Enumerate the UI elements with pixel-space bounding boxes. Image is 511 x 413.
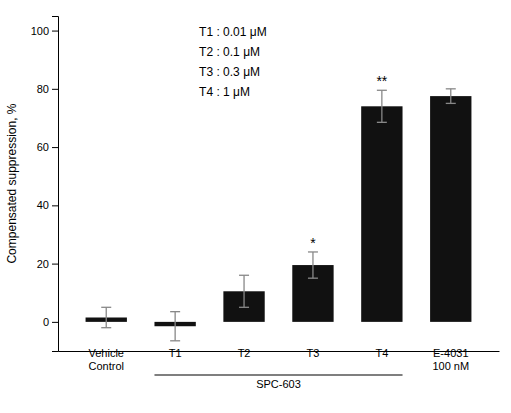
x-tick: T2 <box>238 347 251 359</box>
annotation-line: T1 : 0.01 μM <box>199 25 267 39</box>
y-tick-label: 20 <box>37 258 49 270</box>
error-bar-segment <box>239 275 249 276</box>
x-tick-label: E-4031100 nM <box>432 347 469 372</box>
y-tick: 60 <box>37 141 58 153</box>
significance-label: ** <box>376 73 387 89</box>
error-bar-segment <box>446 88 456 89</box>
y-tick-mark <box>52 89 58 90</box>
x-tick: T1 <box>169 347 182 359</box>
bar <box>430 96 471 322</box>
error-bar <box>101 307 111 327</box>
error-bar-segment <box>377 90 387 91</box>
x-tick-label: T3 <box>307 347 320 359</box>
error-bar <box>170 312 180 341</box>
x-tick: T4 <box>375 347 388 359</box>
x-tick-label: VehicleControl <box>88 347 123 372</box>
y-tick-label: 60 <box>37 141 49 153</box>
y-tick-mark <box>52 264 58 265</box>
error-bar <box>308 252 318 278</box>
x-tick-label: T1 <box>169 347 182 359</box>
group-label: SPC-603 <box>256 378 301 390</box>
y-tick-label: 40 <box>37 199 49 211</box>
y-tick-label: 80 <box>37 83 49 95</box>
y-axis-title: Compensated suppression, % <box>5 103 19 263</box>
x-tick: E-4031100 nM <box>432 347 469 372</box>
error-bar-segment <box>446 103 456 104</box>
error-bar-segment <box>377 122 387 123</box>
y-tick-mark <box>52 147 58 148</box>
error-bar <box>446 89 456 104</box>
error-bar-segment <box>101 307 111 308</box>
error-bar-segment <box>239 307 249 308</box>
x-axis: VehicleControl T1 T2 T3 T4 E-4031100 nM <box>59 347 500 372</box>
error-bar-segment <box>308 278 318 279</box>
bar <box>361 106 402 322</box>
y-tick-mark <box>52 205 58 206</box>
y-tick: 40 <box>37 199 58 211</box>
x-tick-label: T4 <box>375 347 388 359</box>
y-axis: 0 20 40 60 80 100 <box>31 17 59 352</box>
y-tick: 0 <box>43 316 58 328</box>
significance-label: * <box>310 235 316 251</box>
error-bar-segment <box>308 251 318 252</box>
error-bar-segment <box>174 312 175 341</box>
error-bar <box>239 275 249 307</box>
y-axis-line <box>52 17 59 352</box>
chart: 0 20 40 60 80 100 VehicleControl T1 T2 T3 T4 E-4031… <box>0 0 511 413</box>
y-tick-label: 0 <box>43 316 49 328</box>
x-tick: VehicleControl <box>88 347 123 372</box>
error-bar-segment <box>381 90 382 122</box>
error-bar-segment <box>106 307 107 327</box>
error-bar-segment <box>243 275 244 307</box>
plot-area <box>86 89 472 341</box>
y-tick: 100 <box>31 25 58 37</box>
error-bar-segment <box>170 340 180 341</box>
error-bar-segment <box>170 311 180 312</box>
y-tick-mark <box>52 31 58 32</box>
error-bar <box>377 90 387 122</box>
annotation-line: T4 : 1 μM <box>199 85 250 99</box>
annotation-line: T3 : 0.3 μM <box>199 65 260 79</box>
x-tick: T3 <box>307 347 320 359</box>
y-tick-label: 100 <box>31 25 49 37</box>
annotation-line: T2 : 0.1 μM <box>199 45 260 59</box>
error-bar-segment <box>101 327 111 328</box>
y-tick: 20 <box>37 258 58 270</box>
group-bracket <box>154 374 402 375</box>
x-tick-label: T2 <box>238 347 251 359</box>
error-bar-segment <box>450 89 451 104</box>
y-tick-mark <box>52 322 58 323</box>
y-tick: 80 <box>37 83 58 95</box>
error-bar-segment <box>312 252 313 278</box>
